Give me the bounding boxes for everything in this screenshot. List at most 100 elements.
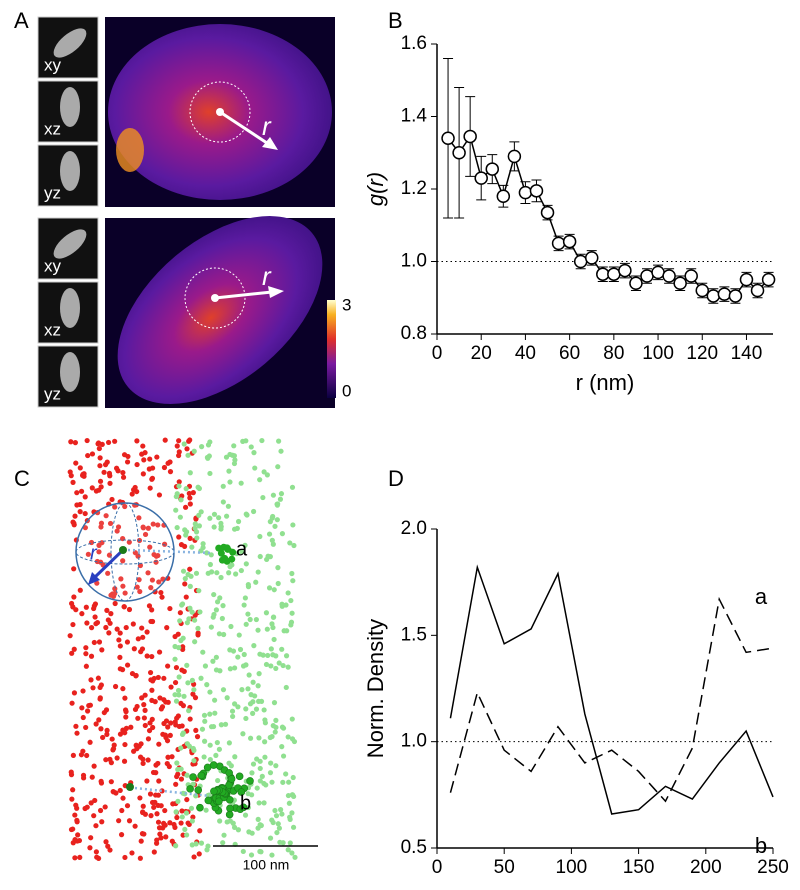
red-dot	[141, 715, 147, 721]
green-dot	[255, 569, 261, 575]
view-label: xy	[44, 55, 62, 74]
green-dot	[192, 639, 198, 645]
red-dot	[80, 748, 86, 754]
green-dot	[284, 628, 290, 634]
red-dot	[134, 584, 140, 590]
green-dot	[236, 632, 242, 638]
green-dot	[241, 602, 247, 608]
red-dot	[79, 705, 85, 711]
green-dot	[182, 576, 188, 582]
green-dot	[192, 525, 198, 531]
green-dot	[214, 570, 220, 576]
red-dot	[164, 625, 170, 631]
red-dot	[131, 646, 137, 652]
red-dot	[84, 437, 90, 444]
green-dot	[213, 607, 219, 613]
red-dot	[191, 854, 197, 860]
red-dot	[158, 803, 164, 809]
green-dot	[240, 848, 246, 855]
red-dot	[102, 804, 108, 810]
green-dot	[183, 532, 189, 538]
green-dot	[269, 515, 275, 521]
green-dot	[254, 785, 260, 791]
red-dot	[71, 594, 77, 600]
red-dot	[120, 795, 126, 801]
red-dot	[72, 513, 78, 519]
red-dot	[134, 438, 140, 444]
red-dot	[98, 726, 104, 732]
red-dot	[83, 651, 89, 657]
green-dot	[266, 531, 273, 537]
green-dot	[259, 437, 265, 444]
red-dot	[149, 607, 155, 613]
green-dot	[279, 603, 285, 609]
green-dot	[243, 715, 249, 722]
red-dot	[124, 662, 131, 668]
green-dot	[273, 665, 279, 672]
red-dot	[145, 757, 151, 763]
red-dot	[193, 727, 199, 733]
marker	[761, 272, 776, 287]
red-dot	[84, 620, 90, 626]
green-dot	[212, 697, 218, 703]
red-dot	[109, 591, 116, 597]
red-dot	[153, 553, 159, 559]
red-dot	[197, 828, 203, 834]
red-dot	[79, 611, 85, 617]
green-dot	[276, 438, 282, 444]
red-dot	[161, 541, 168, 547]
red-dot	[70, 479, 76, 485]
red-dot	[167, 820, 173, 826]
red-dot	[83, 663, 89, 669]
red-dot	[130, 621, 136, 627]
green-dot	[212, 710, 218, 716]
green-dot	[234, 525, 240, 532]
red-dot	[78, 488, 85, 494]
green-dot	[231, 824, 238, 830]
arrow-head	[88, 572, 100, 585]
green-dot	[175, 766, 181, 773]
cluster-dot	[239, 803, 248, 812]
cluster-dot	[217, 549, 225, 557]
red-dot	[72, 837, 78, 843]
green-dot	[207, 470, 213, 477]
green-dot	[207, 439, 213, 445]
red-dot	[94, 580, 100, 586]
red-dot	[77, 509, 83, 515]
red-dot	[183, 594, 189, 600]
arrow-head	[262, 137, 278, 150]
cluster-dot	[194, 786, 203, 794]
red-dot	[187, 716, 193, 722]
thumbnail-cell	[60, 151, 80, 191]
green-dot	[197, 609, 203, 615]
red-dot	[162, 437, 168, 443]
green-dot	[277, 839, 283, 845]
green-dot	[250, 508, 257, 515]
red-dot	[114, 528, 120, 534]
green-dot	[257, 651, 263, 657]
red-dot	[116, 637, 122, 643]
green-dot	[173, 809, 179, 815]
red-dot	[167, 469, 174, 475]
red-dot	[132, 823, 138, 829]
green-dot	[210, 658, 216, 664]
thumbnail-cell	[53, 229, 87, 259]
red-dot	[192, 695, 199, 701]
x-tick-label: 20	[471, 343, 492, 364]
green-dot	[272, 729, 278, 735]
green-dot	[273, 717, 279, 723]
red-dot	[155, 792, 161, 798]
red-dot	[92, 614, 98, 620]
arrow-label: r	[262, 111, 272, 141]
red-dot	[149, 475, 156, 481]
green-dot	[238, 567, 244, 574]
red-dot	[88, 677, 94, 683]
red-dot	[165, 663, 171, 669]
green-dot	[269, 733, 275, 740]
green-dot	[224, 513, 230, 519]
green-dot	[255, 683, 261, 689]
red-dot	[142, 450, 148, 456]
green-dot	[221, 631, 227, 638]
green-dot	[239, 687, 245, 693]
green-dot	[252, 465, 258, 471]
